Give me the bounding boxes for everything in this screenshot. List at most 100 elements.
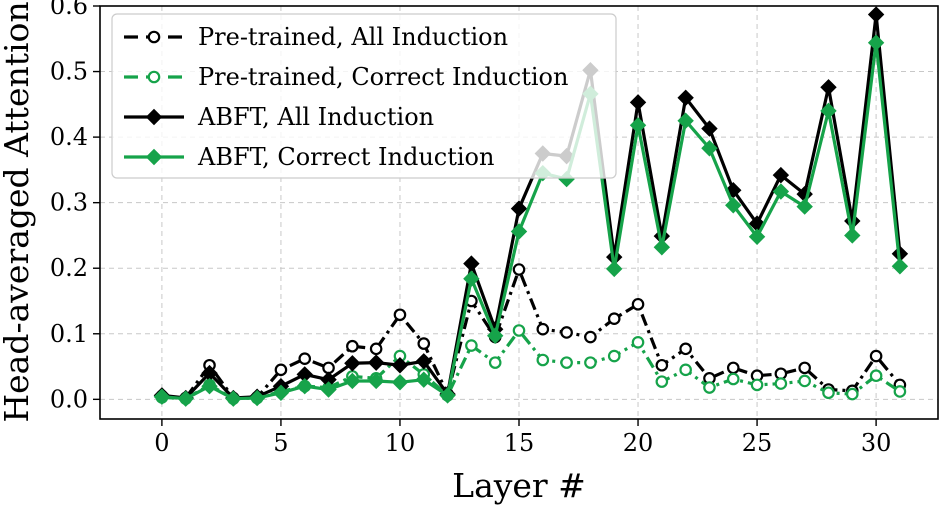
data-point bbox=[798, 374, 811, 388]
data-point bbox=[655, 358, 669, 372]
data-point bbox=[560, 356, 573, 369]
data-point bbox=[486, 327, 504, 344]
data-point bbox=[153, 388, 171, 405]
data-point bbox=[748, 228, 766, 245]
data-point bbox=[679, 363, 692, 377]
data-point bbox=[320, 381, 337, 398]
data-point bbox=[417, 337, 431, 350]
data-point bbox=[584, 356, 597, 369]
data-point bbox=[415, 353, 432, 370]
legend-item: Pre-trained, All Induction bbox=[124, 23, 508, 51]
y-axis-title: Head-averaged Attention bbox=[0, 1, 36, 422]
data-point bbox=[177, 390, 194, 407]
legend-marker bbox=[145, 148, 163, 166]
data-point bbox=[726, 372, 740, 386]
data-point bbox=[750, 378, 764, 392]
data-point bbox=[274, 363, 288, 377]
data-point bbox=[867, 34, 885, 51]
x-tick-label: 10 bbox=[385, 429, 416, 457]
data-point bbox=[536, 353, 550, 367]
y-tick-label: 0.4 bbox=[50, 123, 88, 151]
data-point bbox=[510, 200, 528, 217]
data-point bbox=[344, 355, 361, 372]
data-point bbox=[391, 374, 409, 391]
data-point bbox=[774, 377, 788, 390]
data-point bbox=[631, 335, 645, 349]
data-point bbox=[607, 312, 621, 325]
y-tick-label: 0.0 bbox=[50, 385, 88, 413]
legend-box bbox=[111, 13, 617, 179]
data-point bbox=[510, 223, 528, 240]
y-tick-label: 0.6 bbox=[50, 0, 88, 20]
data-point bbox=[439, 387, 456, 404]
data-point bbox=[798, 361, 811, 375]
data-point bbox=[653, 239, 671, 256]
legend-item: Pre-trained, Correct Induction bbox=[124, 63, 568, 91]
data-point bbox=[560, 326, 573, 339]
series-1 bbox=[155, 263, 907, 405]
data-point bbox=[822, 386, 835, 400]
data-point bbox=[201, 378, 218, 395]
data-point bbox=[891, 258, 909, 275]
data-point bbox=[225, 390, 242, 407]
data-point bbox=[726, 361, 740, 375]
data-point bbox=[893, 385, 907, 398]
data-point bbox=[512, 263, 526, 276]
legend-marker bbox=[145, 108, 163, 126]
y-tick-label: 0.5 bbox=[50, 58, 88, 86]
x-axis-title: Layer # bbox=[452, 466, 586, 505]
x-tick-label: 15 bbox=[504, 429, 535, 457]
x-tick-label: 30 bbox=[861, 429, 892, 457]
data-point bbox=[820, 102, 837, 120]
data-point bbox=[367, 372, 385, 390]
data-point bbox=[679, 342, 692, 356]
x-tick-label: 5 bbox=[273, 429, 288, 457]
data-point bbox=[869, 369, 883, 383]
legend-item: ABFT, Correct Induction bbox=[124, 143, 494, 171]
data-point bbox=[701, 120, 718, 137]
x-tick-label: 25 bbox=[742, 429, 773, 457]
data-point bbox=[606, 260, 623, 278]
legend-marker bbox=[147, 30, 161, 44]
legend-label: ABFT, All Induction bbox=[197, 103, 434, 131]
data-point bbox=[393, 308, 407, 322]
data-point bbox=[536, 322, 550, 336]
data-point bbox=[296, 378, 313, 395]
data-point bbox=[463, 255, 480, 272]
axis-ticks: 0 5 10 15 20 25 30 0.0 0.1 0.2 0.3 0.4 0.5 0.6 bbox=[50, 0, 892, 457]
data-point bbox=[584, 330, 597, 344]
legend-label: ABFT, Correct Induction bbox=[197, 143, 494, 171]
data-point bbox=[629, 94, 647, 111]
data-point bbox=[367, 354, 385, 371]
data-point bbox=[844, 227, 861, 244]
data-point bbox=[796, 198, 813, 215]
data-point bbox=[820, 79, 837, 96]
data-point bbox=[677, 89, 694, 106]
data-point bbox=[845, 387, 859, 401]
data-point bbox=[391, 357, 409, 374]
data-point bbox=[772, 183, 790, 200]
data-point bbox=[463, 270, 480, 287]
data-point bbox=[772, 166, 790, 184]
legend-label: Pre-trained, Correct Induction bbox=[198, 63, 568, 91]
data-point bbox=[725, 197, 742, 214]
data-point bbox=[703, 381, 716, 394]
y-tick-label: 0.1 bbox=[50, 320, 88, 348]
data-point bbox=[415, 371, 432, 388]
data-point bbox=[867, 6, 885, 23]
data-point bbox=[346, 339, 359, 353]
legend-item: ABFT, All Induction bbox=[124, 103, 434, 131]
legend-label: Pre-trained, All Induction bbox=[198, 23, 508, 51]
y-tick-label: 0.3 bbox=[50, 189, 88, 217]
data-point bbox=[701, 140, 718, 157]
x-tick-label: 20 bbox=[623, 429, 654, 457]
data-point bbox=[512, 324, 526, 337]
data-point bbox=[631, 297, 645, 311]
legend: Pre-trained, All Induction Pre-trained, C… bbox=[111, 13, 617, 179]
legend-marker bbox=[147, 70, 161, 84]
data-point bbox=[344, 372, 361, 390]
y-tick-label: 0.2 bbox=[50, 254, 88, 282]
data-point bbox=[607, 349, 621, 363]
data-point bbox=[677, 112, 694, 129]
